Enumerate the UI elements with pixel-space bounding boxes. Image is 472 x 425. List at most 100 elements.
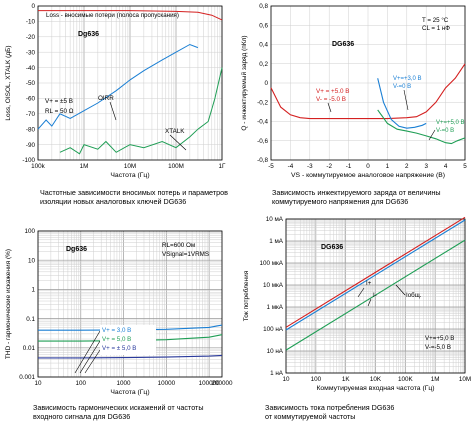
y-tick-label: 0.1 — [26, 316, 35, 323]
x-tick-label: 10M — [124, 163, 136, 170]
plot-frame — [37, 5, 223, 161]
caption-line: Зависимость инжектируемого заряда от вел… — [272, 188, 441, 197]
series-line-blue — [285, 219, 466, 331]
x-tick-label: 1M — [80, 163, 89, 170]
legend-box — [100, 325, 156, 355]
y-tick-label: -0,4 — [257, 119, 268, 126]
annotation: I+ — [366, 280, 372, 287]
x-tick-label: 2 — [405, 163, 409, 170]
y-tick-label: -70 — [26, 111, 36, 118]
x-tick-label: -2 — [326, 163, 332, 170]
y-tick-label: 0 — [31, 3, 35, 10]
y-tick-label: -30 — [26, 49, 36, 56]
y-tick-label: 0.001 — [19, 374, 35, 381]
x-tick-label: 3 — [424, 163, 428, 170]
annotation: CL = 1 нФ — [422, 25, 450, 32]
y-tick-label: -20 — [26, 34, 36, 41]
x-tick-label: 0 — [366, 163, 370, 170]
y-tick-label: 1 нА — [270, 370, 284, 377]
annotation: RL = 50 Ω — [45, 108, 74, 115]
caption-line: изоляции новых аналоговых ключей DG636 — [40, 197, 187, 206]
x-axis-label: Коммутируемая входная частота (Гц) — [316, 385, 434, 392]
x-tick-label: 1Г — [219, 163, 227, 170]
y-tick-label: 100 — [24, 228, 35, 235]
y-tick-label: -60 — [26, 96, 36, 103]
x-tick-label: 10000 — [158, 380, 176, 387]
chart-title: Dg636 — [78, 31, 99, 38]
annotation: V+ = +5.0 В — [316, 88, 349, 95]
x-tick-label: 1K — [342, 376, 351, 383]
y-tick-label: 0,6 — [259, 22, 268, 29]
x-tick-label: 1 — [386, 163, 390, 170]
series-line-red — [285, 216, 466, 328]
annotation: V-=-5,0 В — [425, 344, 451, 351]
series-line-red — [38, 10, 223, 21]
annotation: V+ = ±5 В — [45, 98, 73, 105]
annotation: V+=+5,0 В — [425, 335, 454, 342]
series-line-green — [377, 109, 466, 145]
chart-charge-injection: -5 -4 -3 -2 -1 0 1 2 3 4 5 0,8 0,6 0,4 0,2 0 -0,2 -0,4 -0,… — [240, 3, 467, 179]
plot-frame — [285, 218, 466, 374]
x-tick-label: 1M — [431, 376, 440, 383]
caption-line: Зависимость тока потребления DG636 — [265, 403, 395, 412]
series-line-navy — [38, 354, 223, 359]
annotation: OIRR — [98, 95, 114, 102]
annotation-pointer — [428, 129, 436, 141]
legend-label: V+ = ± 5,0 В — [102, 345, 136, 352]
y-axis-label: Loss, OISOL, XTALK (дБ) — [5, 45, 12, 120]
y-tick-label: 0.01 — [23, 345, 36, 352]
x-tick-label: 10M — [459, 376, 471, 383]
series-line-blue — [377, 78, 427, 129]
y-axis-label: Ток потребления — [242, 270, 250, 321]
legend-label: V+ = 5,0 В — [102, 336, 131, 343]
series-line-green — [59, 67, 223, 155]
annotation-pointer — [169, 134, 187, 151]
y-tick-label: -50 — [26, 80, 36, 87]
chart-supply-current: 10 100 1K 10K 100K 1M 10M 10 мА 1 мА 100 мкА 10 мк… — [242, 216, 471, 392]
plot-frame — [37, 230, 223, 378]
series-line-red — [270, 63, 466, 120]
y-tick-label: 10 нА — [267, 348, 284, 355]
caption-line: от коммутируемой частоты — [265, 412, 356, 421]
legend-label: V+ = 3,0 В — [102, 327, 131, 334]
annotation-pointer — [395, 284, 406, 296]
x-tick-label: 10 — [34, 380, 42, 387]
y-tick-label: 10 мА — [266, 216, 284, 223]
y-tick-label: 0,2 — [259, 61, 268, 68]
annotation: T = 25 °C — [422, 17, 449, 24]
annotation: XTALK — [165, 128, 185, 135]
y-axis-label: Q - инжектируемый заряд (пКл) — [240, 35, 248, 130]
y-tick-label: -80 — [26, 126, 36, 133]
y-tick-label: 1 — [31, 287, 35, 294]
annotation: V+=+3,0 В — [393, 76, 422, 82]
y-tick-label: 0,4 — [259, 42, 268, 49]
annotation: V+=+5,0 В — [436, 120, 465, 126]
annotation-pointer — [109, 101, 117, 121]
y-tick-label: 100 нА — [263, 326, 284, 333]
x-tick-label: 100000 — [199, 380, 221, 387]
annotation-pointer — [403, 89, 409, 111]
y-tick-label: -0,6 — [257, 138, 268, 145]
x-tick-label: 10 — [282, 376, 290, 383]
annotation: V- = -5.0 В — [316, 96, 346, 103]
x-tick-label: 100 — [311, 376, 322, 383]
y-axis-label: THD - гармонические искажения (%) — [5, 249, 12, 359]
x-tick-label: -5 — [268, 163, 274, 170]
x-tick-label: 5 — [463, 163, 467, 170]
y-tick-label: -90 — [26, 142, 36, 149]
y-tick-label: 0,8 — [259, 3, 268, 10]
caption-line: Частотные зависимости вносимых потерь и … — [40, 188, 228, 197]
series-line-blue — [37, 43, 199, 130]
annotation-pointer — [74, 330, 101, 374]
x-tick-label: 200000 — [211, 380, 233, 387]
y-tick-label: 0 — [264, 80, 268, 87]
annotation-pointer — [79, 340, 101, 374]
x-tick-label: 10K — [370, 376, 382, 383]
annotation: RL=600 Ом — [162, 242, 195, 249]
annotation-pointer — [367, 298, 372, 307]
chart-insertion-loss: 100k 1M 10M 100M 1Г 0 -10 -20 -30 -40 -50 -60 -70 -80… — [5, 3, 227, 179]
annotation: VSignal=1VRMS — [162, 251, 209, 258]
plot-frame — [270, 5, 466, 161]
caption-supply-current: Зависимость тока потребления DG636 от ко… — [265, 403, 470, 421]
